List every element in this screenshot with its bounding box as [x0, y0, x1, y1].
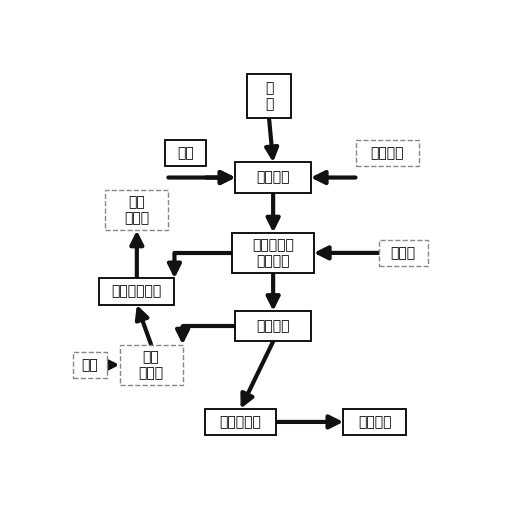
Text: 精制提纯: 精制提纯 [358, 415, 392, 429]
Text: 阳离子交换
膜沉淀池: 阳离子交换 膜沉淀池 [252, 238, 294, 268]
Bar [106, 190, 169, 231]
Text: 空
气: 空 气 [265, 81, 273, 111]
Text: 离心分离: 离心分离 [256, 319, 290, 333]
Bar [355, 140, 418, 166]
Bar [236, 311, 311, 342]
Bar [247, 74, 291, 118]
Text: 蚀刻废液: 蚀刻废液 [256, 170, 290, 185]
Text: 沉淀剂: 沉淀剂 [391, 246, 416, 260]
Text: 反渗透膜除水: 反渗透膜除水 [112, 285, 162, 298]
Bar [236, 162, 311, 193]
Bar [120, 344, 183, 385]
Bar [73, 352, 107, 378]
Bar [379, 240, 428, 266]
Text: 蚀刻
回收液: 蚀刻 回收液 [139, 350, 164, 380]
Bar [165, 140, 206, 166]
Bar [99, 278, 174, 305]
Text: 铜的沉淀物: 铜的沉淀物 [219, 415, 261, 429]
Text: 盐酸: 盐酸 [82, 358, 98, 372]
Bar [233, 233, 314, 273]
Text: 光催化剂: 光催化剂 [370, 146, 404, 160]
Text: 蚀刻
工作液: 蚀刻 工作液 [124, 195, 150, 225]
Bar [205, 409, 276, 435]
Text: 光照: 光照 [177, 146, 194, 160]
Bar [343, 409, 406, 435]
